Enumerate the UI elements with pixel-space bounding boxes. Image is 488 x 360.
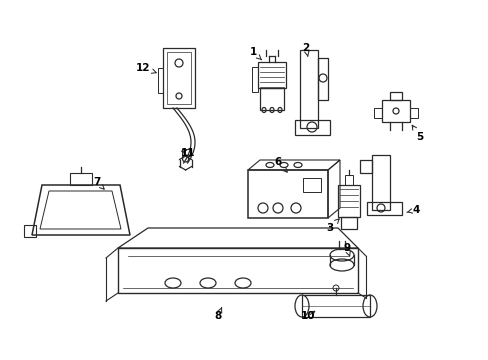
Text: 4: 4 (406, 205, 419, 215)
Text: 2: 2 (302, 43, 309, 56)
Text: 9: 9 (343, 243, 350, 256)
Text: 12: 12 (136, 63, 156, 73)
Text: 11: 11 (181, 148, 195, 158)
Text: 5: 5 (411, 125, 423, 142)
Text: 10: 10 (300, 311, 315, 321)
Text: 6: 6 (274, 157, 286, 172)
Text: 8: 8 (214, 308, 221, 321)
Text: 1: 1 (249, 47, 261, 60)
Text: 3: 3 (325, 219, 339, 233)
Text: 7: 7 (93, 177, 104, 189)
